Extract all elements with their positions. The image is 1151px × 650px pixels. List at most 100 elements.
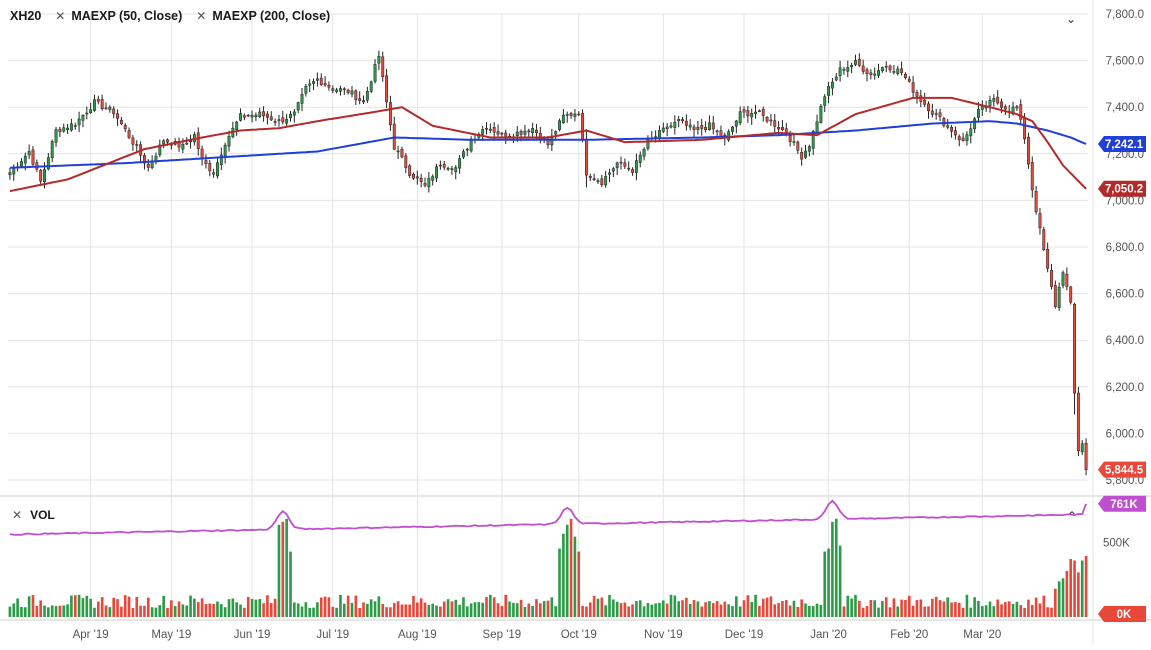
candle-body bbox=[385, 75, 389, 103]
volume-ma-line bbox=[9, 499, 1087, 536]
close-icon[interactable]: ✕ bbox=[55, 9, 66, 23]
symbol-label[interactable]: XH20 bbox=[10, 9, 42, 23]
volume-bar bbox=[631, 604, 634, 617]
candle-body bbox=[58, 128, 62, 133]
candle-body bbox=[327, 84, 331, 88]
volume-bar bbox=[1007, 601, 1011, 617]
volume-bar bbox=[389, 607, 392, 617]
volume-bar bbox=[711, 603, 715, 617]
volume-bar bbox=[177, 601, 181, 617]
volume-bar bbox=[627, 606, 631, 617]
candle-body bbox=[235, 121, 239, 130]
candle-body bbox=[408, 165, 412, 176]
candle-body bbox=[1061, 272, 1065, 286]
volume-bar bbox=[573, 536, 577, 617]
volume-bar bbox=[512, 602, 515, 617]
volume-bar bbox=[685, 597, 688, 617]
time-tick-label: Jan '20 bbox=[810, 629, 847, 641]
volume-bar bbox=[508, 601, 511, 617]
volume-bar bbox=[681, 600, 684, 617]
candle-body bbox=[431, 176, 435, 181]
volume-bar bbox=[400, 604, 404, 617]
volume-bar bbox=[439, 606, 442, 617]
volume-bar bbox=[404, 604, 408, 617]
last-price-badge: 5,844.5 bbox=[1098, 461, 1146, 478]
volume-bar bbox=[358, 608, 361, 617]
volume-bar bbox=[31, 595, 35, 617]
volume-bar bbox=[89, 598, 92, 617]
volume-bar bbox=[934, 596, 938, 617]
candle-body bbox=[681, 119, 684, 122]
candle-body bbox=[1034, 190, 1038, 213]
volume-bar bbox=[650, 604, 654, 617]
candle-body bbox=[827, 86, 831, 96]
candle-body bbox=[438, 164, 442, 167]
volume-bar bbox=[216, 601, 219, 617]
candle-body bbox=[400, 149, 404, 158]
candle-body bbox=[273, 121, 277, 123]
volume-bar bbox=[980, 606, 984, 617]
volume-bar bbox=[669, 594, 673, 617]
volume-bar bbox=[346, 595, 350, 617]
volume-bar bbox=[977, 600, 980, 617]
candle-body bbox=[73, 125, 77, 127]
volume-bar bbox=[173, 606, 177, 617]
candle-body bbox=[773, 120, 777, 127]
candle-body bbox=[492, 127, 496, 133]
candle-body bbox=[446, 167, 450, 170]
volume-bar bbox=[600, 597, 604, 617]
candle-body bbox=[900, 68, 904, 73]
chevron-down-icon[interactable]: ⌄ bbox=[1066, 12, 1077, 26]
volume-bar bbox=[208, 603, 212, 617]
close-icon[interactable]: ✕ bbox=[196, 9, 207, 23]
candle-body bbox=[684, 120, 688, 126]
volume-bar bbox=[612, 599, 615, 617]
volume-bar bbox=[43, 605, 46, 617]
volume-bar bbox=[646, 603, 650, 617]
candle-body bbox=[558, 120, 561, 130]
candle-body bbox=[692, 126, 696, 130]
volume-bar bbox=[485, 597, 488, 617]
candle-body bbox=[888, 65, 892, 71]
volume-bar bbox=[696, 601, 700, 617]
volume-bar bbox=[385, 607, 388, 617]
candle-body bbox=[1026, 136, 1030, 165]
volume-bars bbox=[8, 518, 1088, 617]
candle-body bbox=[934, 113, 938, 115]
volume-bar bbox=[431, 603, 435, 617]
volume-bar bbox=[496, 603, 500, 617]
volume-bar bbox=[77, 594, 81, 617]
volume-bar bbox=[366, 603, 369, 617]
candle-body bbox=[354, 90, 358, 101]
volume-bar bbox=[1077, 572, 1080, 617]
candle-body bbox=[219, 154, 223, 165]
candle-body bbox=[300, 94, 304, 104]
time-tick-label: Sep '19 bbox=[483, 629, 522, 641]
volume-bar bbox=[369, 599, 373, 617]
candle-body bbox=[319, 77, 323, 85]
price-tick-label: 7,800.0 bbox=[1106, 9, 1144, 21]
volume-bar bbox=[792, 600, 796, 617]
volume-bar bbox=[542, 601, 546, 617]
candle-body bbox=[458, 158, 462, 169]
close-icon[interactable]: ✕ bbox=[12, 508, 23, 522]
volume-bar bbox=[700, 606, 704, 617]
ma200-legend-item[interactable]: ✕ MAEXP (200, Close) bbox=[196, 9, 330, 23]
candle-body bbox=[442, 163, 446, 168]
chevron-up-icon[interactable]: ⌃ bbox=[1067, 509, 1078, 523]
volume-bar bbox=[742, 600, 746, 617]
candle-body bbox=[465, 148, 469, 151]
volume-bar bbox=[427, 605, 431, 617]
candle-body bbox=[423, 183, 427, 186]
volume-bar bbox=[677, 601, 680, 617]
candle-body bbox=[584, 139, 588, 176]
candle-body bbox=[854, 60, 857, 65]
candle-body bbox=[834, 76, 838, 81]
candle-body bbox=[81, 114, 85, 121]
volume-bar bbox=[143, 605, 146, 617]
price-tick-label: 7,000.0 bbox=[1106, 195, 1144, 207]
ma50-legend-item[interactable]: ✕ MAEXP (50, Close) bbox=[55, 9, 182, 23]
